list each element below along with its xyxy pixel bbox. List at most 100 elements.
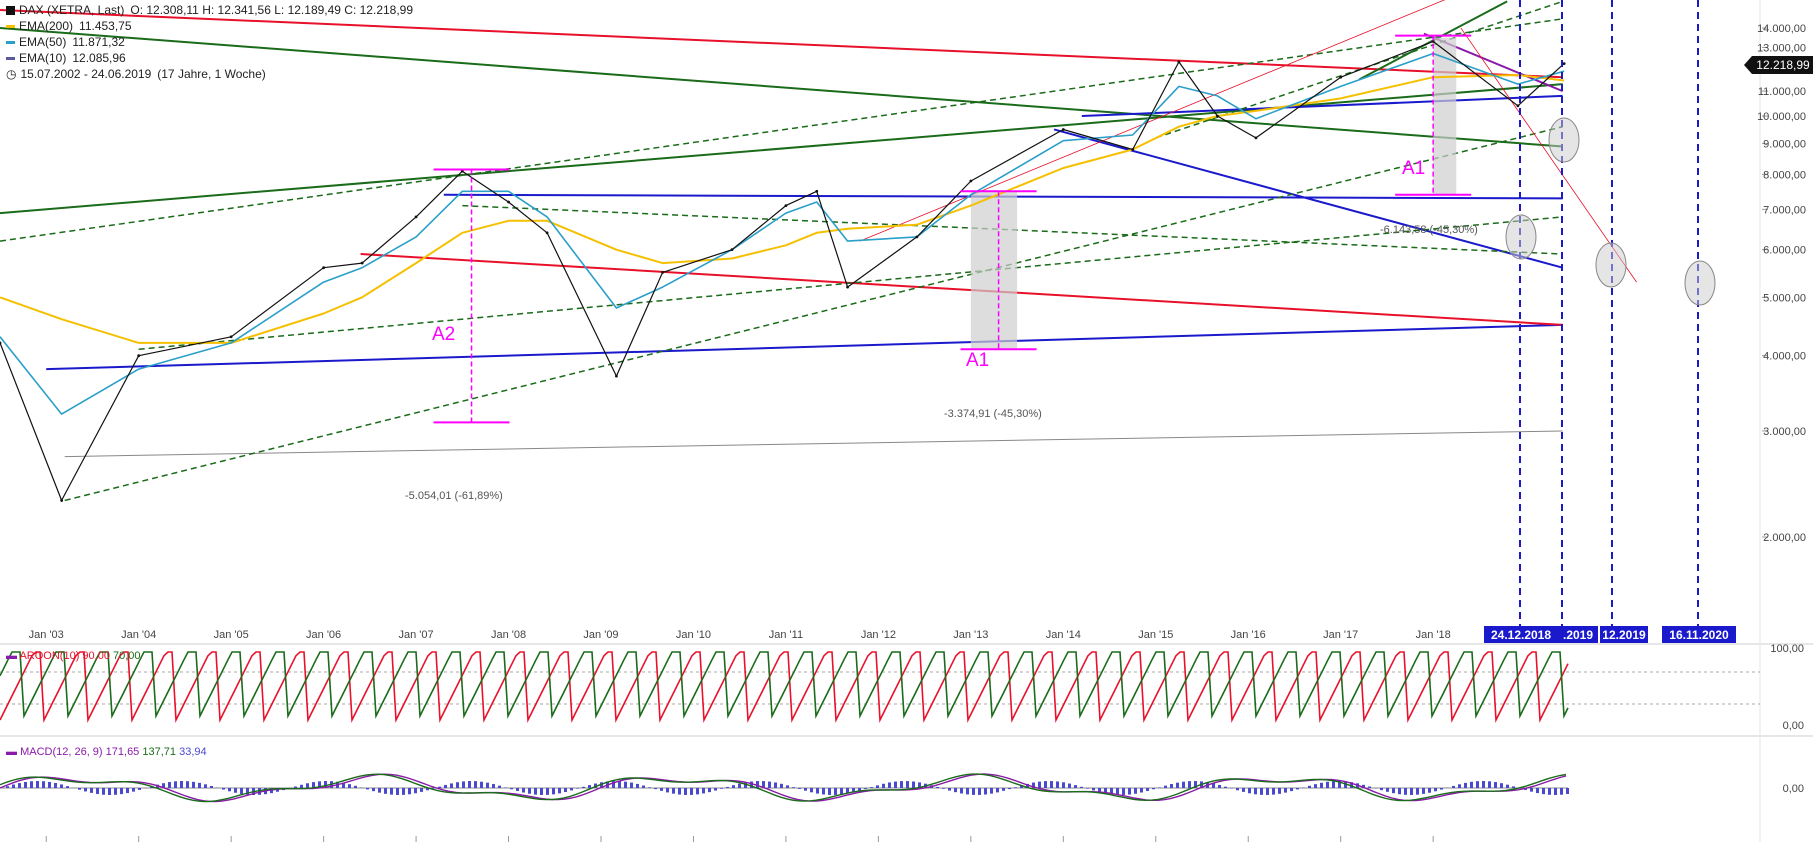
macd-histogram-bar [438, 786, 441, 788]
macd-histogram-bar [1560, 788, 1563, 795]
macd-histogram-bar [1050, 781, 1053, 788]
macd-value-3: 33,94 [179, 746, 207, 758]
trendline-blue-falling [1053, 128, 1563, 269]
macd-histogram-bar [1536, 788, 1539, 794]
macd-histogram-bar [786, 785, 789, 788]
macd-histogram-bar [552, 788, 555, 795]
macd-histogram-bar [570, 788, 573, 791]
macd-histogram-bar [720, 788, 723, 789]
annotation-a1-right: A1 [1402, 158, 1425, 179]
macd-histogram-bar [534, 788, 537, 795]
macd-histogram-bar [450, 783, 453, 788]
trendline-green-dash-mid [138, 216, 1563, 350]
macd-histogram-bar [1494, 782, 1497, 788]
annotation-a2: A2 [432, 324, 455, 345]
macd-value-2: 137,71 [142, 746, 177, 758]
macd-histogram-bar [1284, 788, 1287, 793]
y-tick-label: 5.000,00 [1763, 292, 1806, 304]
trendline-red-upper [0, 9, 1563, 79]
macd-histogram-bar [1236, 788, 1239, 791]
macd-histogram-bar [750, 781, 753, 788]
macd-histogram-bar [1212, 783, 1215, 788]
macd-histogram-bar [1062, 782, 1065, 788]
ema200-swatch [6, 24, 15, 28]
macd-histogram-bar [1326, 781, 1329, 788]
macd-histogram-bar [204, 784, 207, 788]
macd-histogram-bar [468, 781, 471, 788]
macd-histogram-bar [1476, 781, 1479, 788]
trendline-red-thin-rising [859, 0, 1446, 242]
macd-histogram-bar [690, 788, 693, 795]
highlight-ellipse-1 [1548, 117, 1580, 163]
price-point [360, 261, 364, 265]
macd-histogram-bar [372, 788, 375, 792]
macd-histogram-bar [1098, 788, 1101, 793]
macd-histogram-bar [528, 788, 531, 794]
macd-histogram-bar [780, 783, 783, 788]
x-tick-label: Jan '06 [306, 629, 341, 641]
macd-histogram-bar [906, 781, 909, 788]
macd-histogram-bar [1152, 788, 1155, 790]
macd-histogram-bar [414, 788, 417, 794]
last-price-label: 12.218,99 [1744, 56, 1813, 74]
macd-histogram-bar [978, 788, 981, 795]
price-point [1431, 40, 1435, 43]
duration: (17 Jahre, 1 Woche) [157, 67, 266, 81]
macd-histogram-bar [1080, 786, 1083, 788]
y-tick-label: 10.000,00 [1757, 111, 1806, 123]
date-box-1: 24.12.2018 [1491, 628, 1551, 642]
x-tick-label: Jan '07 [399, 629, 434, 641]
ohlc-values: O: 12.308,11 H: 12.341,56 L: 12.189,49 C… [130, 3, 414, 17]
macd-histogram-bar [1488, 781, 1491, 788]
macd-name: MACD(12, 26, 9) [20, 746, 103, 758]
annotations: A2 A1 A1 -5.054,01 (-61,89%) -3.374,91 (… [405, 158, 1478, 502]
macd-histogram-bar [1422, 788, 1425, 794]
macd-histogram-bar [1392, 788, 1395, 794]
macd-histogram-bar [30, 781, 33, 788]
macd-histogram-bar [102, 788, 105, 795]
macd-histogram-bar [1104, 788, 1107, 794]
macd-histogram-bar [1182, 781, 1185, 788]
macd-histogram-bar [798, 788, 801, 789]
x-tick-label: Jan '17 [1323, 629, 1358, 641]
ema200-value: 11.453,75 [79, 19, 132, 33]
macd-histogram-bar [1176, 782, 1179, 788]
macd-histogram-bar [186, 781, 189, 788]
macd-histogram-bar [876, 785, 879, 788]
y-axis-ticks: 2.000,00 3.000,00 4.000,00 5.000,00 6.000,00… [1757, 23, 1806, 544]
last-price-value: 12.218,99 [1756, 58, 1810, 72]
macd-histogram-bar [1482, 781, 1485, 788]
price-point [545, 231, 549, 235]
y-tick-label: 11.000,00 [1758, 86, 1806, 98]
macd-histogram-bar [1086, 788, 1089, 789]
macd-histogram-bar [948, 788, 951, 791]
date-boxes: 24.12.2018 .2019 12.2019 16.11.2020 [1484, 626, 1736, 643]
macd-histogram-bar [858, 788, 861, 791]
x-tick-label: Jan '14 [1046, 629, 1081, 641]
macd-histogram-bar [210, 785, 213, 788]
macd-histogram-bar [660, 788, 663, 791]
macd-histogram-bar [1224, 786, 1227, 788]
macd-histogram-bar [846, 788, 849, 794]
ema10-value: 12.085,96 [72, 51, 126, 65]
macd-histogram-bar [1314, 784, 1317, 788]
macd-histogram-bar [1038, 781, 1041, 788]
macd-histogram-bar [402, 788, 405, 795]
series-ema50 [0, 52, 1565, 415]
macd-histogram-bar [1242, 788, 1245, 792]
macd-histogram-bar [654, 788, 657, 790]
macd-histogram-bar [1386, 788, 1389, 792]
macd-histogram-bar [996, 788, 999, 793]
macd-histogram-bar [1020, 785, 1023, 788]
date-box-3: 12.2019 [1602, 628, 1646, 642]
macd-histogram-bar [1332, 781, 1335, 788]
macd-histogram-bar [492, 784, 495, 788]
macd-histogram-bar [1428, 788, 1431, 793]
price-series [0, 34, 1566, 502]
macd-tick-0: 0,00 [1783, 783, 1804, 795]
trendline-red-thin-falling [1460, 27, 1637, 283]
macd-histogram-bar [870, 787, 873, 788]
macd-histogram-bar [396, 788, 399, 795]
ema50-value: 11.871,32 [72, 35, 125, 49]
